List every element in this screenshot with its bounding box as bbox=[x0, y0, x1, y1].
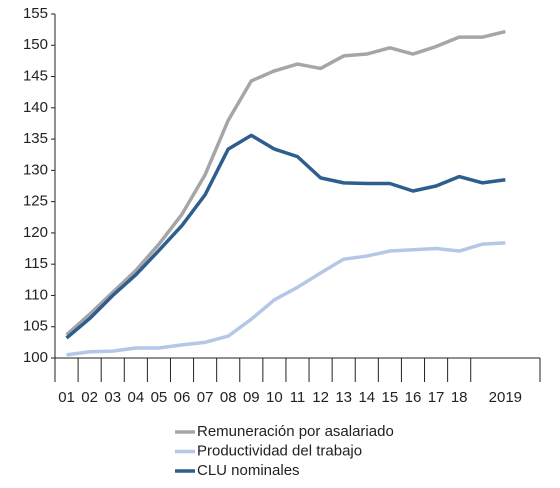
x-tick-label: 03 bbox=[104, 389, 121, 406]
x-tick-label: 15 bbox=[382, 389, 399, 406]
y-tick-label: 125 bbox=[23, 193, 48, 210]
x-tick-label: 12 bbox=[312, 389, 329, 406]
x-tick-label: 13 bbox=[335, 389, 352, 406]
x-tick-label: 2019 bbox=[489, 389, 522, 406]
y-tick-label: 110 bbox=[24, 286, 48, 303]
x-tick-label: 17 bbox=[428, 389, 445, 406]
x-tick-label: 07 bbox=[197, 389, 214, 406]
legend-label: Remuneración por asalariado bbox=[197, 423, 394, 440]
y-tick-label: 135 bbox=[23, 130, 48, 147]
series-line bbox=[65, 29, 506, 337]
x-tick-label: 06 bbox=[174, 389, 191, 406]
x-tick-label: 11 bbox=[290, 389, 306, 406]
y-tick-label: 150 bbox=[23, 36, 48, 53]
y-tick-label: 100 bbox=[23, 349, 48, 366]
legend-label: CLU nominales bbox=[197, 462, 300, 479]
series-line bbox=[65, 133, 506, 340]
y-tick-label: 115 bbox=[24, 255, 48, 272]
x-tick-label: 04 bbox=[127, 389, 144, 406]
series-line bbox=[66, 241, 506, 357]
x-tick-label: 16 bbox=[405, 389, 422, 406]
y-tick-label: 140 bbox=[23, 99, 48, 116]
x-tick-label: 18 bbox=[451, 389, 468, 406]
x-tick-label: 05 bbox=[151, 389, 168, 406]
x-tick-label: 02 bbox=[81, 389, 98, 406]
x-tick-label: 09 bbox=[243, 389, 260, 406]
legend-label: Productividad del trabajo bbox=[197, 442, 362, 459]
x-tick-label: 01 bbox=[58, 389, 75, 406]
x-tick-label: 14 bbox=[358, 389, 375, 406]
x-tick-label: 08 bbox=[220, 389, 237, 406]
y-tick-label: 105 bbox=[23, 318, 48, 335]
y-tick-label: 155 bbox=[23, 5, 48, 22]
x-tick-label: 10 bbox=[266, 389, 283, 406]
y-tick-label: 120 bbox=[23, 224, 48, 241]
y-tick-label: 130 bbox=[23, 161, 48, 178]
y-tick-label: 145 bbox=[23, 68, 48, 85]
